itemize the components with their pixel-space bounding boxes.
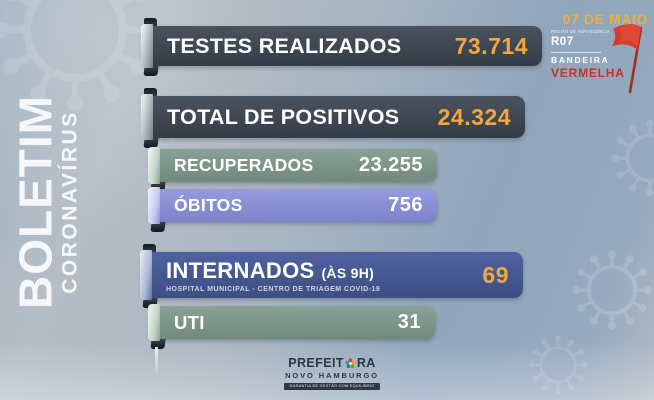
stat-bar-internados: INTERNADOS (ÀS 9H) HOSPITAL MUNICIPAL - … xyxy=(140,244,523,308)
logo-word-part1: PREFEIT xyxy=(288,356,344,370)
ribbon-fold-top xyxy=(144,88,157,96)
region-flag-block: REGIÃO DE ABRANGÊNCIA R07 BANDEIRA VERME… xyxy=(551,29,625,81)
stat-label: UTI xyxy=(174,311,205,333)
stat-label-suffix: (ÀS 9H) xyxy=(321,264,375,281)
stat-label: TOTAL DE POSITIVOS xyxy=(167,104,400,129)
ribbon-stem xyxy=(155,347,158,373)
ribbon-cap xyxy=(141,94,153,140)
logo-wordmark: PREFEIT RA xyxy=(272,356,392,370)
logo-city-name: NOVO HAMBURGO xyxy=(285,371,379,380)
stat-value: 69 xyxy=(482,261,509,288)
page-title: BOLETIM CORONAVÍRUS xyxy=(9,70,93,335)
ribbon-cap xyxy=(148,304,160,341)
region-divider xyxy=(551,52,601,54)
flag-status-word2: VERMELHA xyxy=(551,65,625,80)
ribbon-fold-top xyxy=(144,18,157,26)
ribbon-cap xyxy=(148,187,160,224)
page-title-boletim: BOLETIM xyxy=(9,95,62,309)
ribbon-cap xyxy=(148,147,160,184)
ribbon-fold-top xyxy=(143,244,156,252)
region-label: REGIÃO DE ABRANGÊNCIA xyxy=(551,29,610,34)
ribbon-cap xyxy=(140,250,152,300)
stat-label: TESTES REALIZADOS xyxy=(167,33,402,58)
logo-tagline: GARANTIA DE GESTÃO COM EQUILÍBRIO xyxy=(284,382,380,390)
prefeitura-logo: PREFEIT RA NOVO HAMBURGO GARANTIA DE GES… xyxy=(272,356,392,390)
stat-sublabel: HOSPITAL MUNICIPAL - CENTRO DE TRIAGEM C… xyxy=(166,285,381,293)
stat-bar-testes-realizados: TESTES REALIZADOS 73.714 xyxy=(141,18,542,76)
flag-status-word1: BANDEIRA xyxy=(551,55,610,66)
date-label: 07 DE MAIO xyxy=(562,11,648,27)
stat-value: 24.324 xyxy=(437,103,511,130)
region-code: R07 xyxy=(551,35,574,48)
red-flag-icon xyxy=(612,24,643,94)
stat-bar-total-positivos: TOTAL DE POSITIVOS 24.324 xyxy=(141,88,525,148)
stat-label: RECUPERADOS xyxy=(174,155,314,175)
stat-label: INTERNADOS xyxy=(166,257,315,283)
stat-bar-uti: UTI 31 xyxy=(148,304,435,373)
ribbon-cap xyxy=(141,24,153,68)
pinwheel-flower-icon xyxy=(345,357,356,368)
stat-value: 756 xyxy=(388,194,423,216)
logo-word-part2: RA xyxy=(356,356,376,370)
stat-label: ÓBITOS xyxy=(174,195,243,215)
stat-value: 31 xyxy=(397,311,421,333)
stat-value: 73.714 xyxy=(454,32,528,59)
page-title-coronavirus: CORONAVÍRUS xyxy=(58,110,82,294)
stat-label-group: INTERNADOS (ÀS 9H) HOSPITAL MUNICIPAL - … xyxy=(166,258,380,293)
stat-bar-obitos: ÓBITOS 756 xyxy=(148,187,437,232)
stat-bar-recuperados: RECUPERADOS 23.255 xyxy=(148,147,437,192)
stat-value: 23.255 xyxy=(358,154,423,176)
